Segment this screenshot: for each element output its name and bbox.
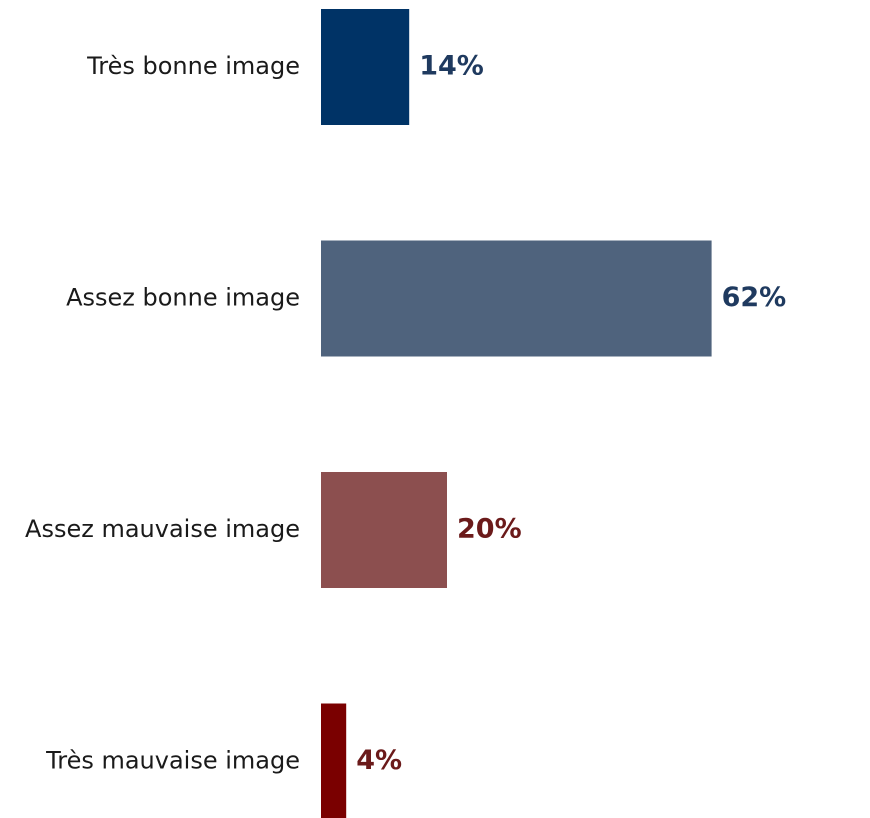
- category-label: Assez bonne image: [66, 284, 300, 312]
- category-label: Assez mauvaise image: [25, 515, 300, 543]
- category-label: Très bonne image: [86, 52, 300, 80]
- value-label: 62%: [722, 282, 787, 313]
- bar: [321, 703, 347, 818]
- bar: [321, 472, 447, 588]
- value-label: 4%: [356, 745, 402, 776]
- value-label: 20%: [457, 514, 522, 545]
- bar: [321, 9, 410, 125]
- category-label: Très mauvaise image: [45, 747, 300, 775]
- value-label: 14%: [419, 51, 484, 82]
- bar: [321, 240, 712, 357]
